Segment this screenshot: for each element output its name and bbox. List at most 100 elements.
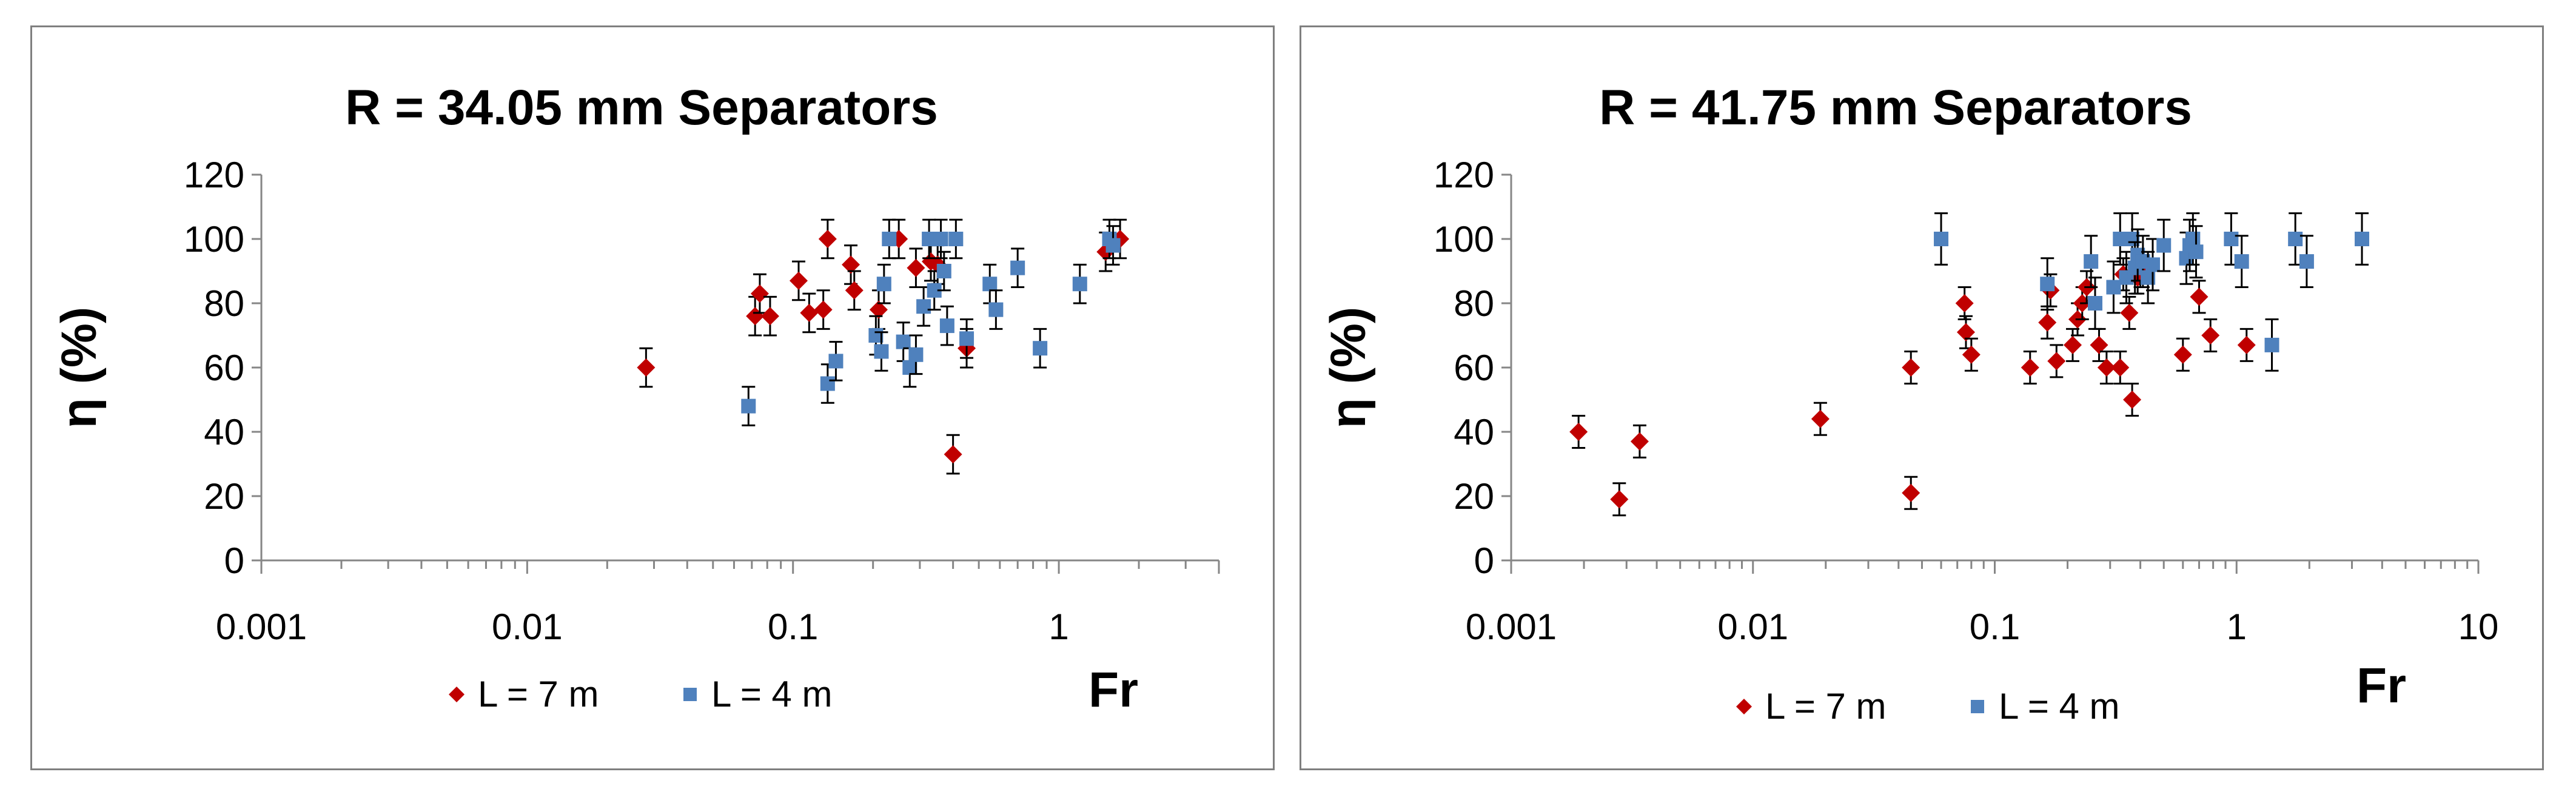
- x-axis-label: Fr: [1088, 662, 1138, 717]
- y-axis-label: η (%): [1321, 307, 1376, 428]
- data-point: [2355, 232, 2370, 246]
- data-point: [1811, 409, 1830, 428]
- legend-marker-diamond: [1736, 699, 1752, 714]
- data-point: [842, 255, 860, 274]
- data-point: [2106, 280, 2121, 295]
- y-tick-label: 120: [184, 155, 244, 195]
- data-point: [1610, 490, 1629, 509]
- data-point: [2038, 313, 2057, 332]
- data-point: [1955, 294, 1974, 312]
- data-point: [2173, 345, 2192, 364]
- data-point: [1010, 260, 1025, 275]
- legend-label: L = 7 m: [1765, 686, 1887, 727]
- y-tick-label: 100: [1434, 219, 1494, 260]
- y-tick-label: 40: [1454, 412, 1494, 452]
- data-point: [845, 281, 864, 300]
- x-axis-label: Fr: [2356, 658, 2406, 713]
- x-tick-label: 1: [1048, 606, 1068, 647]
- y-tick-label: 20: [1454, 476, 1494, 517]
- data-point: [1033, 341, 1048, 356]
- data-point: [1956, 323, 1975, 341]
- data-point: [907, 258, 925, 277]
- data-point: [760, 307, 779, 326]
- data-point: [1630, 432, 1649, 451]
- data-point: [2090, 335, 2108, 354]
- x-tick-label: 0.001: [216, 606, 307, 647]
- x-tick-label: 0.1: [1970, 606, 2020, 647]
- data-point: [2237, 335, 2256, 354]
- data-point: [741, 398, 756, 414]
- y-tick-label: 0: [224, 540, 244, 581]
- data-point: [818, 230, 837, 248]
- data-point: [2021, 358, 2039, 377]
- chart-title: R = 34.05 mm Separators: [345, 80, 938, 135]
- legend-label: L = 4 m: [1999, 686, 2120, 727]
- data-point: [1072, 277, 1087, 292]
- data-point: [814, 300, 833, 319]
- data-point: [2123, 391, 2142, 409]
- y-tick-label: 20: [204, 476, 244, 517]
- data-point: [2234, 254, 2249, 269]
- legend: L = 7 m L = 4 m: [1736, 686, 2120, 727]
- y-axis-label: η (%): [52, 307, 107, 428]
- data-point: [2156, 238, 2172, 253]
- data-point: [2097, 358, 2116, 377]
- data-point: [959, 331, 974, 346]
- y-tick-label: 60: [204, 348, 244, 388]
- legend-label: L = 7 m: [478, 674, 599, 714]
- data-point: [2185, 232, 2201, 246]
- data-point: [882, 232, 897, 246]
- data-point: [902, 360, 917, 375]
- data-point: [874, 344, 889, 359]
- y-tick-label: 40: [204, 412, 244, 452]
- data-point: [933, 232, 948, 246]
- data-point: [2087, 296, 2102, 311]
- y-tick-label: 0: [1474, 540, 1494, 581]
- data-point: [1962, 345, 1981, 364]
- data-point: [2040, 277, 2055, 292]
- data-point: [2189, 244, 2204, 260]
- data-point: [637, 358, 656, 377]
- legend-marker-square: [1971, 700, 1984, 713]
- data-point: [2299, 254, 2314, 269]
- data-point: [820, 376, 835, 391]
- data-point: [896, 334, 911, 349]
- y-tick-label: 100: [184, 219, 244, 260]
- y-tick-label: 60: [1454, 348, 1494, 388]
- data-point: [988, 302, 1004, 317]
- data-point: [2190, 287, 2209, 306]
- data-point: [1934, 232, 1949, 246]
- data-point: [790, 271, 808, 290]
- data-point: [2063, 335, 2082, 354]
- series-l4: [1934, 212, 2370, 372]
- chart-title: R = 41.75 mm Separators: [1599, 80, 2192, 135]
- data-point: [1902, 358, 1920, 377]
- x-tick-label: 0.001: [1466, 606, 1557, 647]
- data-point: [2111, 358, 2130, 377]
- series-l4: [741, 218, 1121, 426]
- chart-svg-left: R = 34.05 mm Separators η (%) 0 20 40 60 80 100…: [52, 80, 1220, 717]
- data-point: [869, 300, 888, 319]
- data-point: [2224, 232, 2239, 246]
- data-point: [2120, 303, 2139, 322]
- y-tick-label: 80: [204, 283, 244, 324]
- series-l7: [1569, 254, 2256, 517]
- data-point: [2047, 352, 2066, 371]
- data-point: [982, 277, 998, 292]
- data-point: [936, 264, 951, 278]
- y-tick-label: 80: [1454, 283, 1494, 324]
- chart-panel-left: R = 34.05 mm Separators η (%) 0 20 40 60 80 100…: [30, 25, 1275, 770]
- data-point: [2145, 257, 2160, 272]
- x-tick-label: 0.01: [492, 606, 563, 647]
- x-tick-label: 0.1: [768, 606, 818, 647]
- x-tick-label: 10: [2458, 606, 2499, 647]
- data-point: [2201, 326, 2220, 344]
- x-tick-label: 1: [2227, 606, 2247, 647]
- data-point: [2084, 254, 2099, 269]
- data-point: [750, 284, 769, 303]
- data-point: [2264, 337, 2279, 352]
- legend: L = 7 m L = 4 m: [449, 674, 833, 714]
- data-point: [908, 347, 924, 362]
- data-point: [2288, 232, 2303, 246]
